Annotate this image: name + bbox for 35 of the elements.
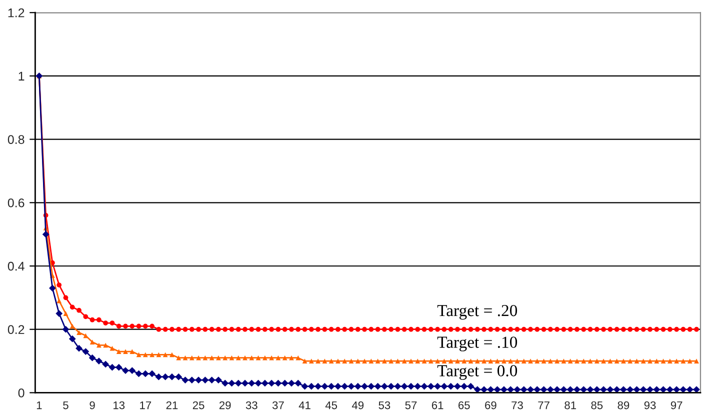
x-tick-label: 17 [140,401,152,410]
x-tick-label: 73 [512,401,523,410]
x-tick-label: 29 [219,401,231,410]
y-tick-label: 1 [18,72,24,80]
x-tick-label: 81 [564,401,576,410]
x-tick-label: 85 [591,401,603,410]
y-tick-label: 0.4 [8,262,24,271]
x-tick-label: 93 [644,401,656,410]
y-tick-label: 0.6 [8,198,24,208]
x-tick-label: 45 [325,401,338,410]
series-label: Target = 0.0 [437,365,518,380]
x-tick-label: 97 [670,401,682,410]
x-tick-label: 9 [90,401,95,410]
x-tick-label: 49 [352,401,364,410]
y-tick-label: 1.2 [8,8,24,18]
x-tick-label: 89 [618,401,630,410]
x-tick-label: 57 [405,401,417,410]
x-tick-label: 65 [458,401,470,410]
x-tick-label: 37 [272,401,284,410]
y-tick-label: 0.2 [8,325,24,334]
series-label: Target = .20 [437,304,518,320]
x-tick-label: 33 [246,401,258,410]
x-tick-label: 13 [114,401,125,410]
series-label: Target = .10 [437,336,518,352]
x-tick-label: 61 [432,401,444,410]
x-tick-label: 25 [192,401,204,410]
x-tick-label: 41 [298,401,310,410]
y-tick-label: 0 [18,388,24,398]
y-tick-label: 0.8 [8,135,24,144]
x-tick-label: 1 [36,401,42,410]
x-tick-label: 69 [485,401,496,410]
x-tick-label: 53 [378,401,390,410]
x-tick-label: 77 [538,401,550,410]
x-tick-label: 21 [166,401,178,410]
x-tick-label: 5 [63,401,68,410]
